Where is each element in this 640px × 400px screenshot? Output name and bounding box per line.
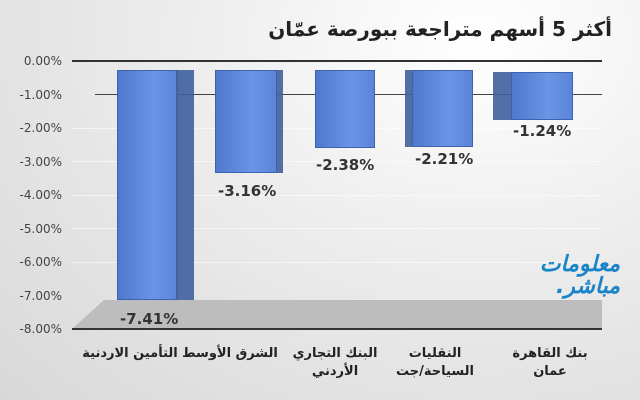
value-label: -1.24%	[513, 122, 572, 140]
category-label-line2: السياحة/جت	[396, 364, 474, 379]
bar-3[interactable]	[405, 70, 473, 147]
y-tick: -3.00%	[19, 155, 62, 169]
category-label-line1: بنك القاهرة	[512, 346, 588, 361]
zero-axis-line	[72, 60, 602, 62]
bar-4[interactable]	[493, 72, 573, 120]
y-tick: 0.00%	[23, 54, 62, 68]
y-tick: -8.00%	[19, 322, 62, 336]
y-tick: -6.00%	[19, 255, 62, 269]
mubasher-logo: معلومات مباشر.	[520, 254, 620, 298]
category-label-line1: الشرق الأوسط	[182, 346, 278, 361]
category-label: النقليات السياحة/جت	[385, 345, 485, 381]
category-label-line1: النقليات	[408, 346, 462, 361]
value-label: -3.16%	[218, 182, 277, 200]
category-label-line2: الأردني	[311, 364, 359, 379]
value-label: -2.38%	[316, 156, 375, 174]
category-label-line1: البنك التجاري	[292, 346, 378, 361]
category-label-line2: عمان	[533, 364, 567, 379]
category-label: التأمين الاردنية	[80, 345, 180, 363]
logo-line2: مباشر.	[555, 274, 620, 299]
bar-2[interactable]	[315, 70, 375, 148]
chart-title: أكثر 5 أسهم متراجعة ببورصة عمّان	[268, 17, 612, 41]
gridline	[72, 228, 602, 229]
y-tick: -4.00%	[19, 188, 62, 202]
category-label: الشرق الأوسط	[180, 345, 280, 363]
chart-floor	[72, 300, 602, 329]
category-label-line1: التأمين الاردنية	[82, 346, 178, 361]
bar-1[interactable]	[215, 70, 283, 173]
bottom-axis-line	[72, 328, 602, 330]
logo-line1: معلومات	[539, 252, 620, 277]
value-label: -7.41%	[120, 310, 179, 328]
gridline	[72, 262, 602, 263]
y-tick: -7.00%	[19, 289, 62, 303]
y-tick: -5.00%	[19, 222, 62, 236]
gridline	[72, 195, 602, 196]
category-label: بنك القاهرة عمان	[500, 345, 600, 381]
y-tick: -2.00%	[19, 121, 62, 135]
category-label: البنك التجاري الأردني	[285, 345, 385, 381]
bar-0[interactable]	[117, 70, 194, 300]
y-tick: -1.00%	[19, 88, 62, 102]
gridline	[72, 161, 602, 162]
value-label: -2.21%	[415, 150, 474, 168]
